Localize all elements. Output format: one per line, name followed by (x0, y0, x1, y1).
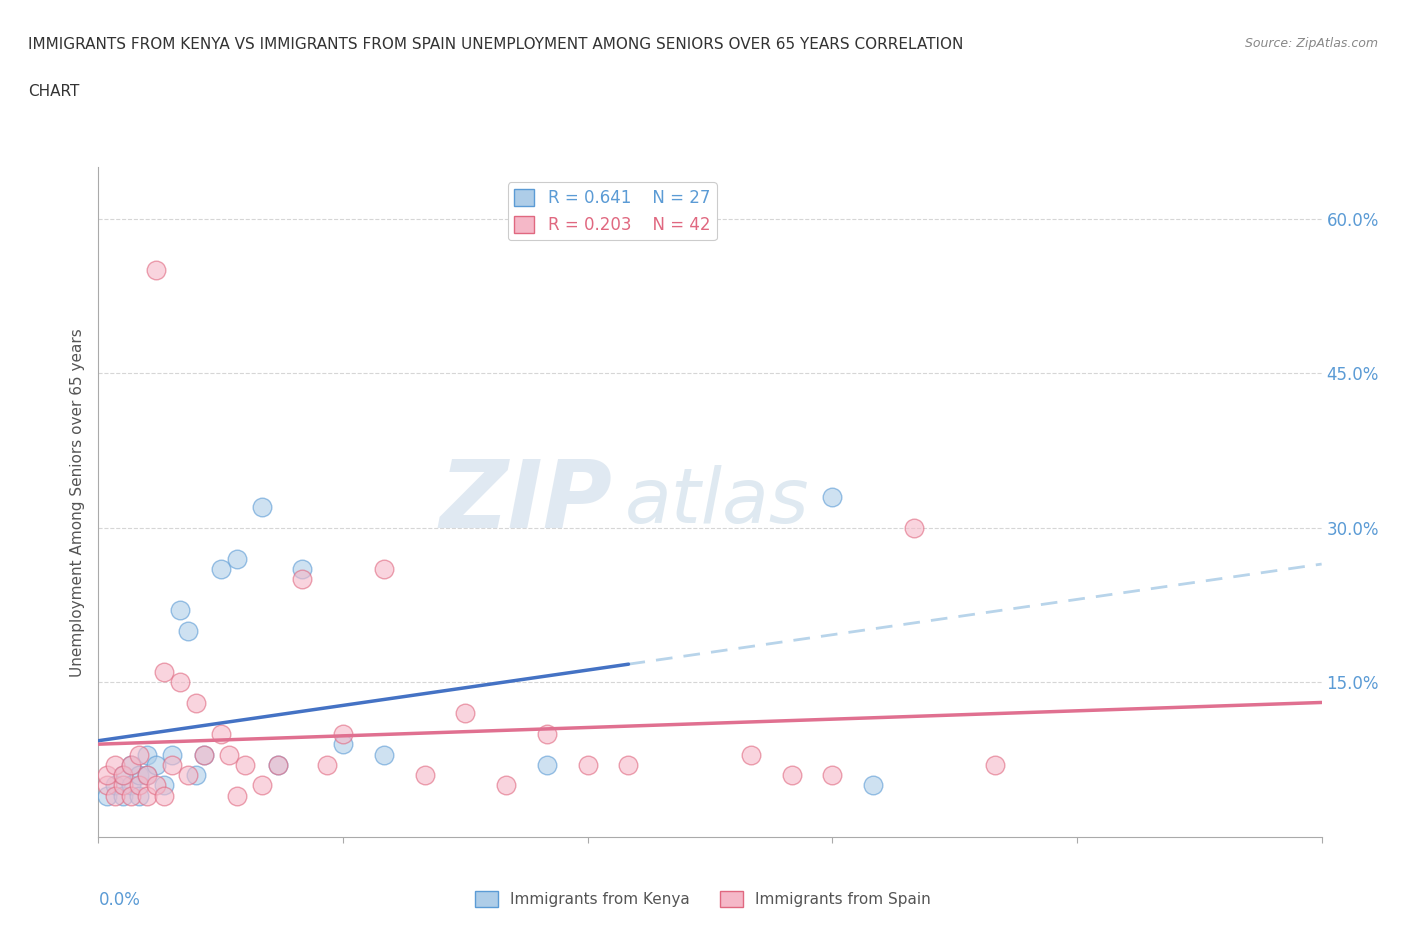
Point (136, 768, 159, 783)
Point (111, 768, 134, 783)
Point (413, 768, 436, 783)
Point (152, 778, 174, 793)
Point (617, 757, 640, 772)
Point (291, 572, 314, 587)
Legend: R = 0.641    N = 27, R = 0.203    N = 42: R = 0.641 N = 27, R = 0.203 N = 42 (508, 182, 717, 241)
Point (128, 778, 150, 793)
Text: atlas: atlas (624, 465, 808, 539)
Point (120, 789, 142, 804)
Text: Source: ZipAtlas.com: Source: ZipAtlas.com (1244, 37, 1378, 50)
Point (209, 562, 232, 577)
Point (373, 747, 395, 762)
Point (145, 263, 167, 278)
Point (152, 789, 174, 804)
Point (740, 747, 762, 762)
Point (226, 789, 249, 804)
Point (332, 737, 354, 751)
Point (250, 778, 273, 793)
Point (160, 757, 183, 772)
Point (984, 757, 1007, 772)
Point (128, 789, 150, 804)
Point (193, 747, 215, 762)
Point (780, 768, 803, 783)
Point (128, 768, 150, 783)
Point (903, 521, 925, 536)
Point (186, 768, 208, 783)
Point (169, 603, 191, 618)
Point (177, 768, 200, 783)
Point (267, 757, 290, 772)
Point (250, 500, 273, 515)
Point (96, 768, 118, 783)
Point (145, 778, 167, 793)
Point (193, 747, 215, 762)
Point (332, 726, 354, 741)
Point (209, 726, 232, 741)
Point (104, 757, 127, 772)
Point (536, 757, 558, 772)
Point (267, 757, 290, 772)
Point (120, 778, 142, 793)
Point (821, 768, 844, 783)
Point (96, 778, 118, 793)
Point (576, 757, 599, 772)
Point (120, 757, 142, 772)
Point (315, 757, 337, 772)
Point (218, 747, 240, 762)
Point (104, 778, 127, 793)
Point (136, 789, 159, 804)
Point (495, 778, 517, 793)
Point (821, 489, 844, 504)
Legend: Immigrants from Kenya, Immigrants from Spain: Immigrants from Kenya, Immigrants from S… (468, 884, 938, 913)
Point (120, 757, 142, 772)
Point (186, 696, 208, 711)
Point (136, 768, 159, 783)
Point (145, 757, 167, 772)
Point (536, 726, 558, 741)
Text: CHART: CHART (28, 84, 80, 99)
Text: 0.0%: 0.0% (98, 891, 141, 909)
Point (104, 789, 127, 804)
Point (233, 757, 256, 772)
Text: IMMIGRANTS FROM KENYA VS IMMIGRANTS FROM SPAIN UNEMPLOYMENT AMONG SENIORS OVER 6: IMMIGRANTS FROM KENYA VS IMMIGRANTS FROM… (28, 37, 963, 52)
Point (454, 706, 477, 721)
Point (862, 778, 884, 793)
Point (177, 623, 200, 638)
Point (291, 562, 314, 577)
Point (373, 562, 395, 577)
Point (169, 675, 191, 690)
Y-axis label: Unemployment Among Seniors over 65 years: Unemployment Among Seniors over 65 years (69, 328, 84, 677)
Point (111, 789, 134, 804)
Point (152, 665, 174, 680)
Point (160, 747, 183, 762)
Point (128, 747, 150, 762)
Point (136, 747, 159, 762)
Text: ZIP: ZIP (439, 457, 612, 548)
Point (111, 768, 134, 783)
Point (96, 789, 118, 804)
Point (226, 551, 249, 566)
Point (111, 778, 134, 793)
